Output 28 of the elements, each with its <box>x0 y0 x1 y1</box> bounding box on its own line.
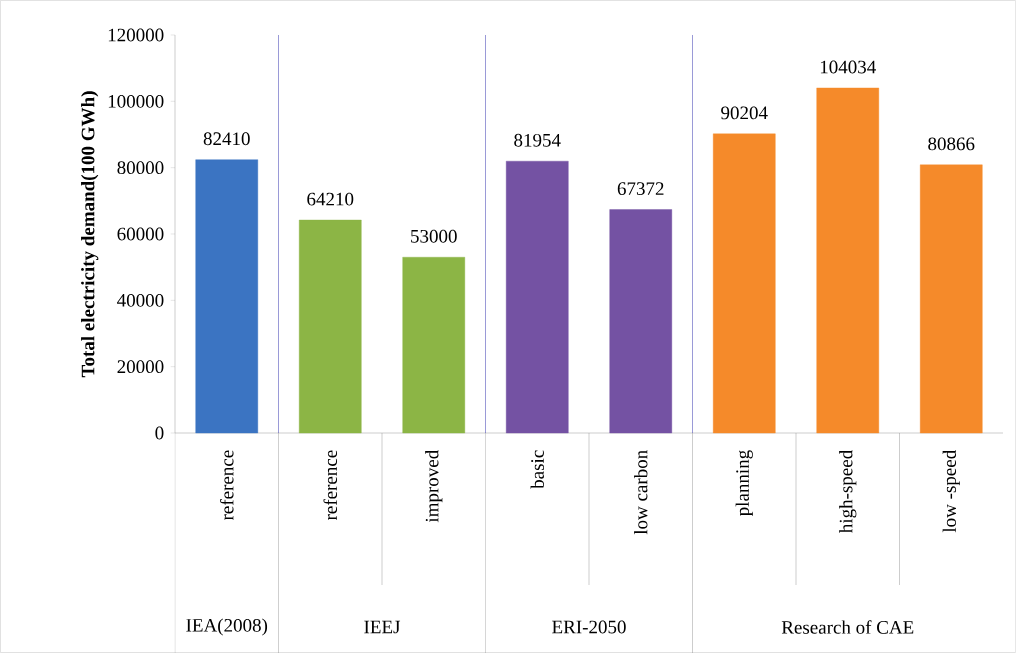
y-tick-label: 100000 <box>108 94 164 108</box>
x-tick-label: improved <box>425 450 443 523</box>
x-tick-label: basic <box>530 450 544 489</box>
x-tick-label: low carbon <box>634 450 648 535</box>
data-label: 104034 <box>820 60 876 74</box>
y-tick-label: 60000 <box>117 227 164 241</box>
data-label: 81954 <box>514 133 561 147</box>
text: Research of CAE <box>781 620 914 634</box>
x-tick-label: reference <box>219 450 234 521</box>
text: IEA(2008) <box>186 618 268 636</box>
x-tick-label: low -speed <box>942 450 960 533</box>
x-tick-label: planning <box>735 450 753 516</box>
data-label: 80866 <box>928 137 975 151</box>
y-axis-title: Total electricity demand(100 GWh) <box>81 91 99 378</box>
data-label: 53000 <box>411 229 457 243</box>
y-tick-label: 80000 <box>117 161 164 175</box>
y-tick-label: 20000 <box>117 360 164 374</box>
data-label: 67372 <box>617 182 664 196</box>
data-label: 90204 <box>721 106 768 120</box>
text: ERI-2050 <box>552 620 626 634</box>
y-tick-label: 120000 <box>108 28 164 42</box>
text: IEEJ <box>364 620 401 634</box>
data-label: 82410 <box>203 132 250 146</box>
y-tick-label: 0 <box>155 426 164 440</box>
data-label: 64210 <box>307 192 354 206</box>
y-tick-label: 40000 <box>117 293 164 307</box>
x-tick-label: high-speed <box>839 450 857 533</box>
x-tick-label: reference <box>323 450 338 521</box>
